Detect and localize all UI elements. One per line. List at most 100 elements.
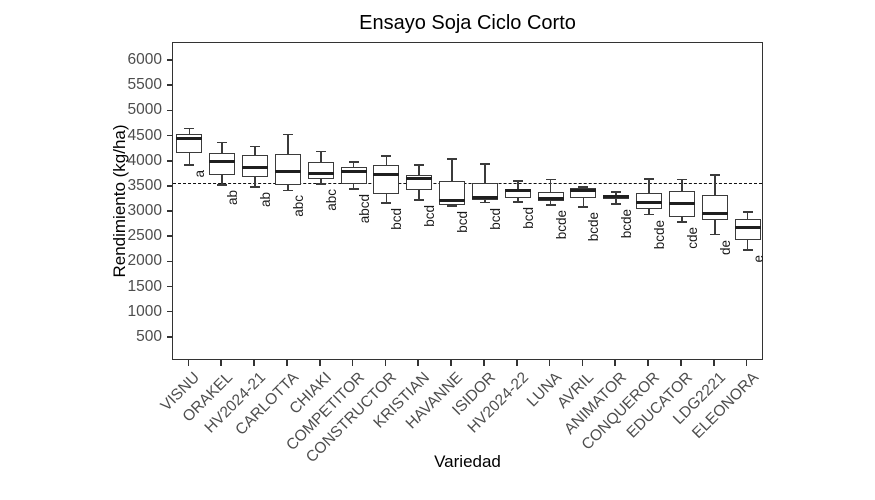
lower-whisker-cap — [578, 206, 589, 208]
lower-whisker — [746, 239, 749, 250]
lower-whisker-cap — [315, 183, 326, 185]
lower-whisker — [648, 209, 650, 215]
y-tick-mark — [166, 84, 172, 87]
lower-whisker — [221, 174, 224, 185]
y-tick-mark — [166, 285, 172, 288]
lower-whisker-cap — [479, 201, 490, 204]
iqr-box — [373, 165, 400, 194]
plot-panel: a ab ab abc abc abcd bcd bcd bcd bcd bcd bcde bcde bc… — [172, 42, 766, 360]
significance-letter: bcd — [520, 207, 536, 229]
lower-whisker — [713, 219, 716, 235]
upper-whisker — [319, 151, 322, 162]
lower-whisker — [385, 193, 388, 203]
median-line — [242, 166, 269, 170]
median-line — [537, 197, 564, 201]
upper-whisker-cap — [315, 150, 326, 153]
upper-whisker — [418, 164, 421, 176]
upper-whisker-cap — [414, 163, 425, 166]
median-line — [701, 212, 728, 216]
significance-letter: abc — [290, 195, 306, 218]
iqr-box — [537, 191, 564, 202]
upper-whisker-cap — [742, 211, 753, 213]
upper-whisker-cap — [184, 127, 195, 130]
lower-whisker-cap — [512, 201, 523, 203]
y-tick-label: 2500 — [127, 227, 162, 245]
y-tick-label: 3000 — [127, 202, 162, 220]
median-line — [603, 195, 630, 199]
y-tick-mark — [166, 336, 172, 338]
iqr-box — [307, 161, 334, 179]
iqr-box — [209, 152, 236, 175]
significance-letter: abc — [323, 188, 339, 211]
x-tick-mark — [483, 360, 485, 366]
upper-whisker-cap — [479, 162, 490, 165]
y-tick-label: 4500 — [127, 126, 162, 144]
iqr-box — [701, 194, 728, 220]
y-tick-mark — [166, 210, 172, 212]
median-line — [636, 201, 663, 204]
upper-whisker — [385, 156, 388, 166]
y-tick-mark — [166, 59, 172, 61]
lower-whisker-cap — [709, 233, 720, 236]
upper-whisker — [352, 162, 355, 168]
median-line — [176, 137, 203, 141]
lower-whisker-cap — [447, 205, 458, 207]
upper-whisker-cap — [381, 155, 392, 157]
significance-letter: cde — [684, 227, 700, 249]
x-tick-mark — [647, 360, 649, 366]
significance-letter: abcd — [356, 193, 372, 224]
upper-whisker — [287, 134, 289, 154]
lower-whisker-cap — [282, 189, 293, 192]
y-tick-mark — [166, 310, 172, 313]
x-axis-title: Variedad — [434, 452, 501, 471]
iqr-box — [274, 153, 301, 185]
y-tick-label: 4000 — [127, 151, 162, 169]
upper-whisker — [648, 178, 650, 193]
lower-whisker-cap — [545, 204, 556, 206]
upper-whisker — [221, 142, 224, 153]
upper-whisker-cap — [676, 178, 687, 181]
lower-whisker-cap — [644, 213, 655, 216]
significance-letter: bcd — [455, 211, 471, 233]
median-line — [734, 225, 761, 229]
y-tick-mark — [166, 134, 172, 137]
lower-whisker — [615, 199, 618, 204]
x-tick-mark — [581, 360, 584, 366]
upper-whisker-cap — [512, 180, 523, 182]
median-line — [668, 202, 695, 205]
x-tick-mark — [187, 360, 190, 366]
x-tick-mark — [745, 360, 748, 366]
reference-line — [173, 183, 762, 185]
upper-whisker-cap — [348, 161, 359, 164]
y-tick-mark — [166, 109, 172, 112]
significance-letter: e — [750, 254, 766, 263]
x-tick-mark — [417, 360, 420, 366]
iqr-box — [471, 182, 498, 201]
upper-whisker-cap — [250, 145, 261, 148]
lower-whisker — [254, 176, 256, 187]
x-tick-mark — [351, 360, 354, 366]
significance-letter: bcde — [619, 209, 635, 239]
significance-letter: bcde — [586, 212, 602, 242]
lower-whisker-cap — [381, 202, 392, 204]
lower-whisker-cap — [414, 199, 425, 201]
upper-whisker-cap — [578, 186, 589, 188]
upper-whisker-cap — [545, 178, 556, 181]
lower-whisker — [582, 198, 585, 208]
upper-whisker-cap — [611, 191, 622, 193]
lower-whisker — [418, 190, 421, 200]
median-line — [340, 169, 367, 173]
x-tick-mark — [286, 360, 288, 366]
significance-letter: ab — [225, 189, 241, 205]
median-line — [274, 170, 301, 174]
x-tick-mark — [450, 360, 452, 366]
y-tick-label: 500 — [136, 327, 162, 345]
lower-whisker-cap — [217, 184, 228, 186]
x-tick-mark — [548, 360, 551, 366]
median-line — [570, 188, 597, 192]
median-line — [307, 171, 334, 175]
median-line — [373, 173, 400, 177]
y-tick-label: 5000 — [127, 101, 162, 119]
significance-letter: bcde — [652, 219, 668, 249]
lower-whisker — [484, 200, 486, 203]
